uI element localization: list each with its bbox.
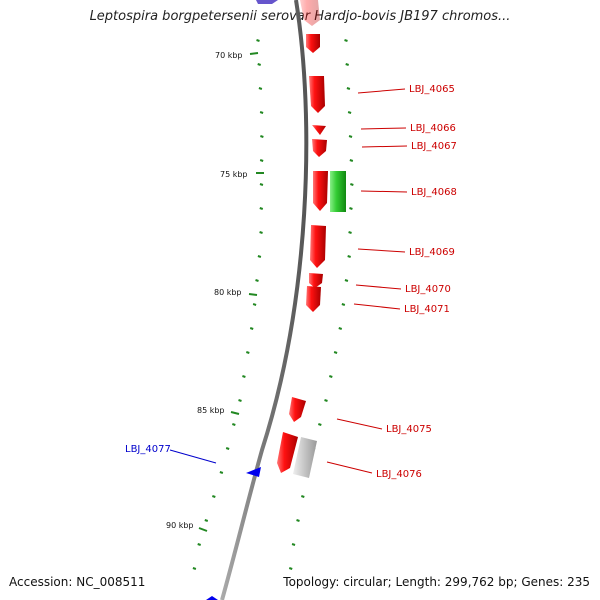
inner-scale-tick — [249, 327, 254, 330]
gene-arrow-4076[interactable] — [277, 432, 298, 473]
outer-scale-tick — [349, 159, 354, 162]
inner-scale-tick — [252, 303, 257, 306]
outer-scale-tick — [349, 207, 353, 210]
gene-label-4071[interactable]: LBJ_4071 — [404, 304, 450, 315]
tick-label-70: 70 kbp — [215, 51, 243, 60]
gene-label-4076[interactable]: LBJ_4076 — [376, 469, 422, 480]
tick-label-75: 75 kbp — [220, 170, 248, 179]
gene-arrow-4077[interactable] — [246, 467, 261, 477]
outer-scale-tick — [300, 495, 305, 498]
inner-scale-tick — [242, 375, 246, 378]
accession-text: Accession: NC_008511 — [9, 575, 146, 589]
inner-scale-tick — [256, 39, 260, 42]
outer-scale-tick — [344, 279, 349, 282]
tick-label-90: 90 kbp — [166, 521, 194, 530]
topology-summary: Topology: circular; Length: 299,762 bp; … — [283, 575, 590, 589]
gene-arrow-4064[interactable] — [306, 34, 320, 53]
inner-scale-tick — [259, 183, 264, 186]
inner-scale-tick — [219, 471, 224, 474]
gene-label-4077[interactable]: LBJ_4077 — [125, 444, 171, 455]
outer-scale-tick — [291, 543, 296, 546]
inner-scale-tick — [259, 159, 264, 162]
gene-arrow-4071[interactable] — [306, 286, 321, 312]
outer-scale-tick — [347, 255, 351, 258]
outer-scale-tick — [347, 111, 352, 114]
gene-arrow-4066[interactable] — [312, 125, 326, 135]
outer-scale-tick — [328, 375, 333, 378]
inner-scale-tick — [245, 351, 250, 354]
tick-label-85: 85 kbp — [197, 406, 225, 415]
outer-scale-tick — [345, 63, 350, 66]
gene-features — [206, 34, 346, 600]
tick-label-80: 80 kbp — [214, 288, 242, 297]
gene-label-4069[interactable]: LBJ_4069 — [409, 247, 455, 258]
label-connectors — [169, 88, 408, 474]
inner-scale-tick — [204, 519, 209, 522]
gene-arrow-4068[interactable] — [313, 171, 328, 211]
inner-scale-tick — [238, 399, 242, 402]
inner-scale-tick — [259, 111, 264, 114]
outer-scale — [288, 39, 354, 570]
inner-scale-tick — [225, 447, 230, 450]
gene-top-partial-red — [300, 0, 320, 26]
inner-scale-tick — [197, 543, 202, 546]
gene-arrow-4070[interactable] — [309, 273, 323, 288]
inner-scale-tick — [257, 63, 262, 66]
inner-scale-tick — [192, 567, 197, 570]
inner-scale-tick — [259, 207, 264, 210]
inner-scale-tick — [259, 231, 263, 234]
gene-labels: LBJ_4065 LBJ_4066 LBJ_4067 LBJ_4068 LBJ_… — [125, 84, 457, 480]
gene-arrow-4075[interactable] — [289, 397, 306, 422]
outer-scale-tick — [338, 327, 343, 330]
outer-scale-tick — [318, 423, 322, 426]
outer-scale-tick — [296, 519, 300, 522]
outer-scale-tick — [344, 39, 348, 42]
gene-arrow-bottom[interactable] — [206, 596, 218, 600]
outer-scale-tick — [350, 183, 354, 186]
tick-labels: 70 kbp 75 kbp 80 kbp 85 kbp 90 kbp — [166, 51, 248, 530]
gene-top-partial — [256, 0, 278, 4]
outer-scale-tick — [324, 399, 328, 402]
outer-scale-tick — [348, 135, 353, 138]
gene-arrow-4069[interactable] — [310, 225, 326, 268]
gene-arrow-4065[interactable] — [309, 76, 325, 113]
outer-scale-tick — [348, 231, 352, 234]
inner-scale-tick — [232, 423, 236, 426]
outer-scale-tick — [341, 303, 346, 306]
gene-box-grey[interactable] — [293, 437, 317, 478]
gene-box-green[interactable] — [330, 171, 346, 212]
inner-scale-tick — [255, 279, 259, 282]
gene-label-4067[interactable]: LBJ_4067 — [411, 141, 457, 152]
inner-scale-tick — [258, 87, 263, 90]
inner-scale-tick — [260, 135, 264, 138]
outer-scale-tick — [346, 87, 351, 90]
major-ticks — [198, 52, 264, 532]
inner-scale-tick — [257, 255, 262, 258]
gene-label-4075[interactable]: LBJ_4075 — [386, 424, 432, 435]
gene-label-4065[interactable]: LBJ_4065 — [409, 84, 455, 95]
gene-label-4068[interactable]: LBJ_4068 — [411, 187, 457, 198]
outer-scale-tick — [333, 351, 338, 354]
gene-label-4066[interactable]: LBJ_4066 — [410, 123, 456, 134]
gene-label-4070[interactable]: LBJ_4070 — [405, 284, 451, 295]
gene-arrow-4067[interactable] — [312, 139, 327, 157]
inner-scale — [192, 39, 264, 570]
inner-scale-tick — [212, 495, 216, 498]
outer-scale-tick — [288, 567, 293, 570]
backbone-arc — [220, 0, 309, 600]
